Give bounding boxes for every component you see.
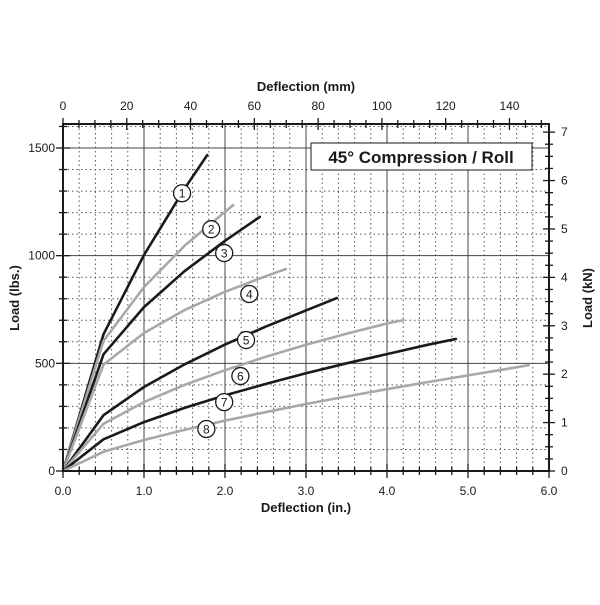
x2-axis-label: Deflection (mm) [257, 79, 355, 94]
y2-tick-label: 6 [561, 174, 568, 188]
curve-label-circle-2 [202, 220, 221, 239]
y-tick-label: 0 [48, 464, 55, 478]
x2-tick-label: 0 [60, 99, 67, 113]
x2-tick-label: 40 [184, 99, 198, 113]
curve-label-circle-3 [215, 243, 234, 263]
y-tick-label: 1000 [28, 249, 55, 263]
y2-axis-label: Load (kN) [580, 268, 595, 328]
curve-label-4: 4 [246, 287, 253, 301]
curve-8 [61, 363, 531, 473]
curve-label-1: 1 [179, 187, 186, 201]
x2-tick-label: 100 [372, 99, 392, 113]
y2-tick-label: 4 [561, 270, 568, 284]
curve-label-circle-7 [215, 392, 234, 412]
x-tick-label: 4.0 [379, 484, 396, 498]
curve-label-3: 3 [221, 246, 228, 260]
x-tick-label: 2.0 [217, 484, 234, 498]
y-tick-label: 500 [35, 356, 55, 370]
chart-title: 45° Compression / Roll [328, 148, 513, 167]
x2-tick-label: 20 [120, 99, 134, 113]
curve-label-2: 2 [208, 222, 215, 236]
curve-6 [61, 318, 405, 473]
x2-tick-label: 60 [248, 99, 262, 113]
curve-7 [61, 337, 458, 473]
x2-tick-label: 80 [311, 99, 325, 113]
y2-tick-label: 2 [561, 367, 568, 381]
curves [61, 153, 531, 473]
title-box: 45° Compression / Roll [310, 142, 533, 171]
x-tick-label: 3.0 [298, 484, 315, 498]
curve-label-circle-5 [236, 330, 256, 350]
x2-tick-label: 120 [436, 99, 456, 113]
y2-tick-label: 0 [561, 464, 568, 478]
curve-2 [61, 203, 235, 473]
y2-tick-label: 5 [561, 222, 568, 236]
x-tick-label: 0.0 [55, 484, 72, 498]
curve-label-circle-1 [172, 184, 192, 203]
curve-label-6: 6 [237, 369, 244, 383]
y-axis-label: Load (lbs.) [7, 265, 22, 331]
curve-label-8: 8 [203, 422, 210, 436]
y2-tick-label: 1 [561, 416, 568, 430]
x2-tick-label: 140 [499, 99, 519, 113]
x-tick-label: 5.0 [460, 484, 477, 498]
curve-1 [61, 153, 209, 473]
curve-5 [61, 296, 339, 473]
y-tick-label: 1500 [28, 141, 55, 155]
y2-tick-label: 3 [561, 319, 568, 333]
x-tick-label: 1.0 [136, 484, 153, 498]
curve-label-5: 5 [243, 333, 250, 347]
y2-tick-label: 7 [561, 125, 568, 139]
x-axis-label: Deflection (in.) [261, 500, 351, 515]
x-tick-label: 6.0 [541, 484, 558, 498]
curve-4 [61, 267, 288, 473]
curve-label-circle-4 [240, 284, 259, 304]
curve-label-7: 7 [221, 395, 228, 409]
curve-label-circle-6 [231, 366, 250, 386]
curve-3 [61, 215, 262, 473]
curve-label-circle-8 [197, 419, 216, 439]
